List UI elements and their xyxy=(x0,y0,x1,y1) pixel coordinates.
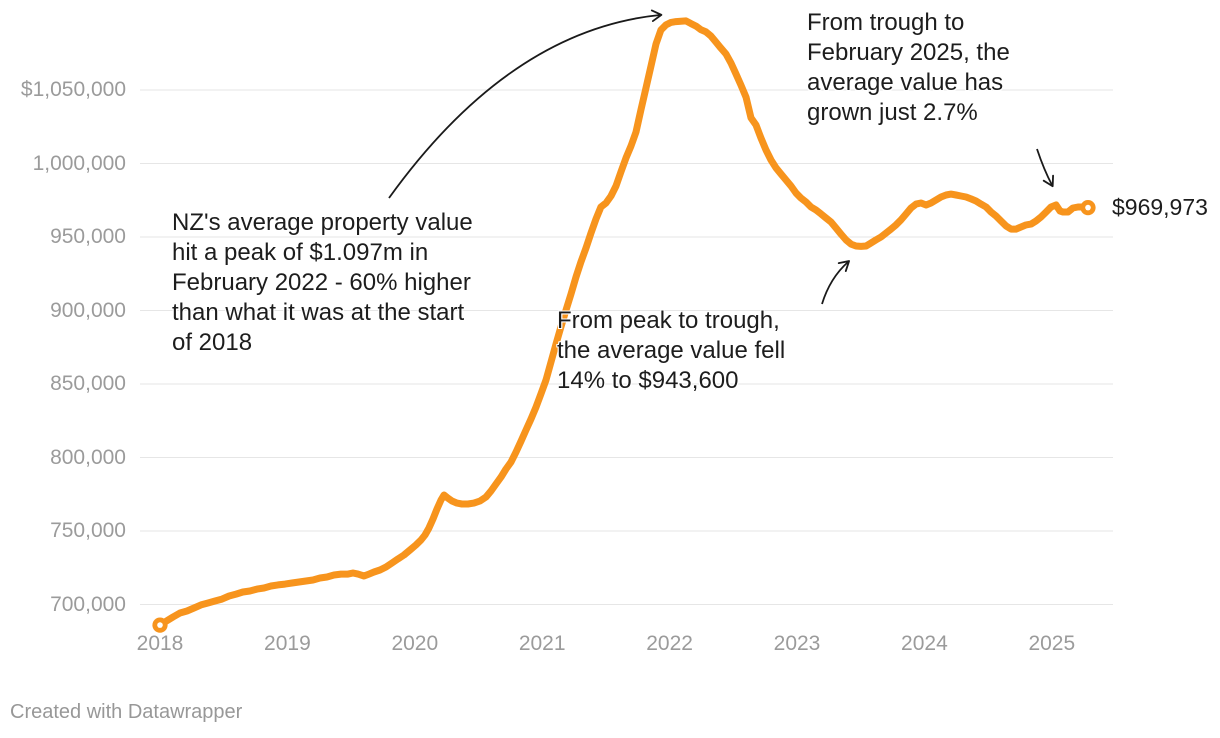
gridlines xyxy=(140,89,1113,605)
datawrapper-credit: Created with Datawrapper xyxy=(10,701,243,723)
x-axis-tick-label: 2025 xyxy=(1028,632,1076,655)
y-axis-tick-label: $1,050,000 xyxy=(20,78,126,101)
y-axis-tick-label: 850,000 xyxy=(50,372,126,395)
arrow-to-peak xyxy=(388,9,663,199)
latest-value-label: $969,973 xyxy=(1112,194,1208,220)
endpoint-markers xyxy=(152,200,1096,633)
annotation-recovery: From trough to February 2025, the averag… xyxy=(807,9,1010,126)
y-axis-tick-label: 800,000 xyxy=(50,445,126,469)
annotation-trough: From peak to trough, the average value f… xyxy=(557,307,786,394)
x-axis-tick-label: 2023 xyxy=(773,632,821,655)
series-line-nz-average-property-value xyxy=(156,17,1092,629)
x-axis-tick-label: 2019 xyxy=(264,632,311,655)
end-point-marker-hole xyxy=(1085,204,1091,211)
x-axis-tick-label: 2021 xyxy=(518,632,566,655)
x-axis-tick-label: 2024 xyxy=(901,632,948,655)
start-point-marker-hole xyxy=(157,622,163,628)
arrow-to-latest-point xyxy=(1036,148,1054,188)
x-axis-tick-label: 2020 xyxy=(391,632,439,655)
annotation-peak: NZ's average property value hit a peak o… xyxy=(172,209,473,356)
y-axis-tick-label: 1,000,000 xyxy=(32,151,126,175)
y-axis-tick-label: 900,000 xyxy=(50,298,126,322)
x-axis-tick-label: 2022 xyxy=(646,632,693,655)
y-axis-tick-label: 950,000 xyxy=(50,225,126,248)
arrow-to-trough xyxy=(821,260,850,305)
y-axis-tick-label: 700,000 xyxy=(50,592,126,616)
x-axis-tick-label: 2018 xyxy=(136,632,184,655)
y-axis-tick-label: 750,000 xyxy=(50,519,126,542)
annotation-arrows xyxy=(388,9,1054,305)
